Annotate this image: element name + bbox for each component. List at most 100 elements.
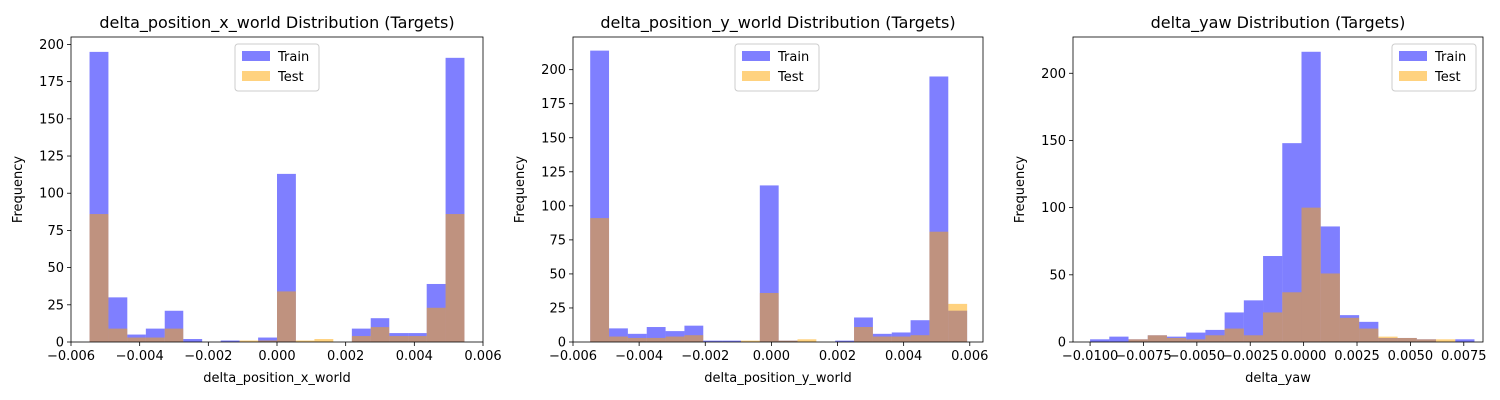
histogram-bar-test	[1378, 336, 1398, 342]
x-tick-label: −0.0025	[1222, 349, 1278, 364]
y-tick-label: 150	[541, 131, 566, 146]
histogram-bar-test	[108, 328, 128, 342]
x-tick-label: −0.006	[47, 349, 95, 364]
y-tick-label: 25	[549, 301, 566, 316]
histogram-bar-test	[408, 336, 427, 342]
histogram-bar-train	[258, 337, 277, 342]
y-tick-label: 175	[541, 97, 566, 112]
histogram-bar-test	[295, 340, 315, 342]
histogram-bar-train	[1455, 339, 1475, 342]
y-tick-label: 50	[47, 261, 64, 276]
histogram-bar-test	[164, 328, 184, 342]
y-tick-label: 175	[39, 75, 64, 90]
legend-label-test: Test	[277, 70, 304, 85]
x-tick-label: −0.002	[184, 349, 232, 364]
chart-panel-2: −0.006 −0.004 −0.002 0.000 0.002 0.004 0.006 0 2…	[513, 13, 988, 386]
histogram-bar-train	[220, 340, 240, 342]
axes-frame	[572, 36, 984, 343]
y-tick-label: 50	[549, 267, 566, 282]
histogram-bar-test	[239, 340, 259, 342]
histogram-bar-test	[1186, 339, 1206, 342]
x-tick-label: 0.004	[396, 349, 433, 364]
x-tick-label: 0.004	[885, 349, 922, 364]
histogram-bar-test	[258, 340, 277, 342]
y-tick-label: 150	[39, 112, 64, 127]
axes-frame	[1072, 36, 1484, 343]
legend-label-train: Train	[277, 50, 309, 65]
x-axis-label: delta_position_x_world	[203, 371, 350, 386]
histogram-bar-test	[426, 307, 446, 342]
histogram-bar-test	[1128, 339, 1148, 342]
y-tick-label: 100	[541, 199, 566, 214]
histogram-bar-test	[145, 337, 165, 342]
histogram-bar-test	[1339, 317, 1360, 342]
x-tick-label: −0.004	[116, 349, 164, 364]
histogram-bar-test	[1301, 207, 1321, 342]
legend-swatch-test	[1399, 71, 1427, 81]
x-tick-label: −0.006	[549, 349, 597, 364]
x-tick-label: 0.000	[753, 349, 790, 364]
legend-label-train: Train	[1434, 50, 1466, 65]
y-axis-label: Frequency	[11, 156, 26, 223]
histogram-bar-test	[778, 340, 798, 342]
y-tick-label: 0	[558, 336, 566, 351]
histogram-bar-test	[910, 335, 930, 342]
histogram-bar-test	[277, 291, 296, 342]
histogram-bar-train	[183, 339, 203, 342]
histogram-bar-test	[127, 337, 146, 342]
legend-swatch-test	[242, 71, 270, 81]
legend-label-train: Train	[777, 50, 809, 65]
x-tick-label: 0.002	[327, 349, 364, 364]
histogram-bar-train	[722, 340, 741, 342]
series-test-bars	[89, 214, 465, 342]
histogram-bar-test	[929, 231, 949, 342]
x-tick-label: −0.0050	[1169, 349, 1225, 364]
histogram-bar-train	[1186, 332, 1206, 342]
y-tick-label: 100	[1041, 201, 1066, 216]
histogram-bar-test	[389, 336, 409, 342]
chart-panel-3: −0.0100−0.0075−0.0050−0.0025 0.0000 0.0025…	[1013, 13, 1487, 386]
x-axis-label: delta_yaw	[1245, 371, 1311, 386]
histogram-bar-test	[1436, 339, 1456, 342]
histogram-bar-test	[797, 339, 817, 342]
histogram-bar-test	[1397, 337, 1417, 342]
x-tick-label: 0.0050	[1388, 349, 1434, 364]
histogram-bar-test	[1205, 335, 1225, 342]
histogram-bar-test	[740, 340, 760, 342]
histogram-bar-test	[872, 336, 892, 342]
x-tick-label: 0.0000	[1281, 349, 1327, 364]
legend-swatch-train	[742, 51, 770, 61]
histogram-bar-test	[89, 214, 109, 342]
histogram-bar-test	[1416, 339, 1437, 342]
histogram-bar-test	[1282, 292, 1302, 342]
x-axis-label: delta_position_y_world	[704, 371, 851, 386]
histogram-bar-test	[445, 214, 465, 342]
x-tick-label: −0.002	[681, 349, 729, 364]
x-tick-label: 0.0025	[1334, 349, 1380, 364]
y-tick-label: 100	[39, 187, 64, 202]
histogram-bar-test	[1263, 312, 1283, 342]
histogram-bar-test	[1224, 328, 1244, 342]
y-tick-label: 200	[1041, 67, 1066, 82]
histogram-bar-test	[627, 337, 647, 342]
series-test-bars	[590, 218, 968, 342]
y-tick-label: 200	[541, 63, 566, 78]
chart-title: delta_position_y_world Distribution (Tar…	[600, 13, 955, 33]
legend-label-test: Test	[1434, 70, 1461, 85]
x-tick-label: −0.0075	[1115, 349, 1171, 364]
histogram-bar-test	[1147, 335, 1167, 342]
histogram-bar-train	[1090, 339, 1110, 342]
histogram-bar-train	[627, 333, 647, 342]
x-tick-label: −0.004	[615, 349, 663, 364]
chart-title: delta_yaw Distribution (Targets)	[1151, 13, 1406, 33]
histogram-bar-test	[684, 335, 704, 342]
y-tick-label: 150	[1041, 134, 1066, 149]
y-tick-label: 125	[541, 165, 566, 180]
histogram-bar-test	[370, 327, 390, 342]
x-tick-label: 0.002	[819, 349, 856, 364]
histogram-bar-test	[590, 218, 610, 342]
histogram-bar-test	[314, 339, 334, 342]
y-tick-label: 200	[39, 38, 64, 53]
histogram-bar-test	[609, 336, 628, 342]
